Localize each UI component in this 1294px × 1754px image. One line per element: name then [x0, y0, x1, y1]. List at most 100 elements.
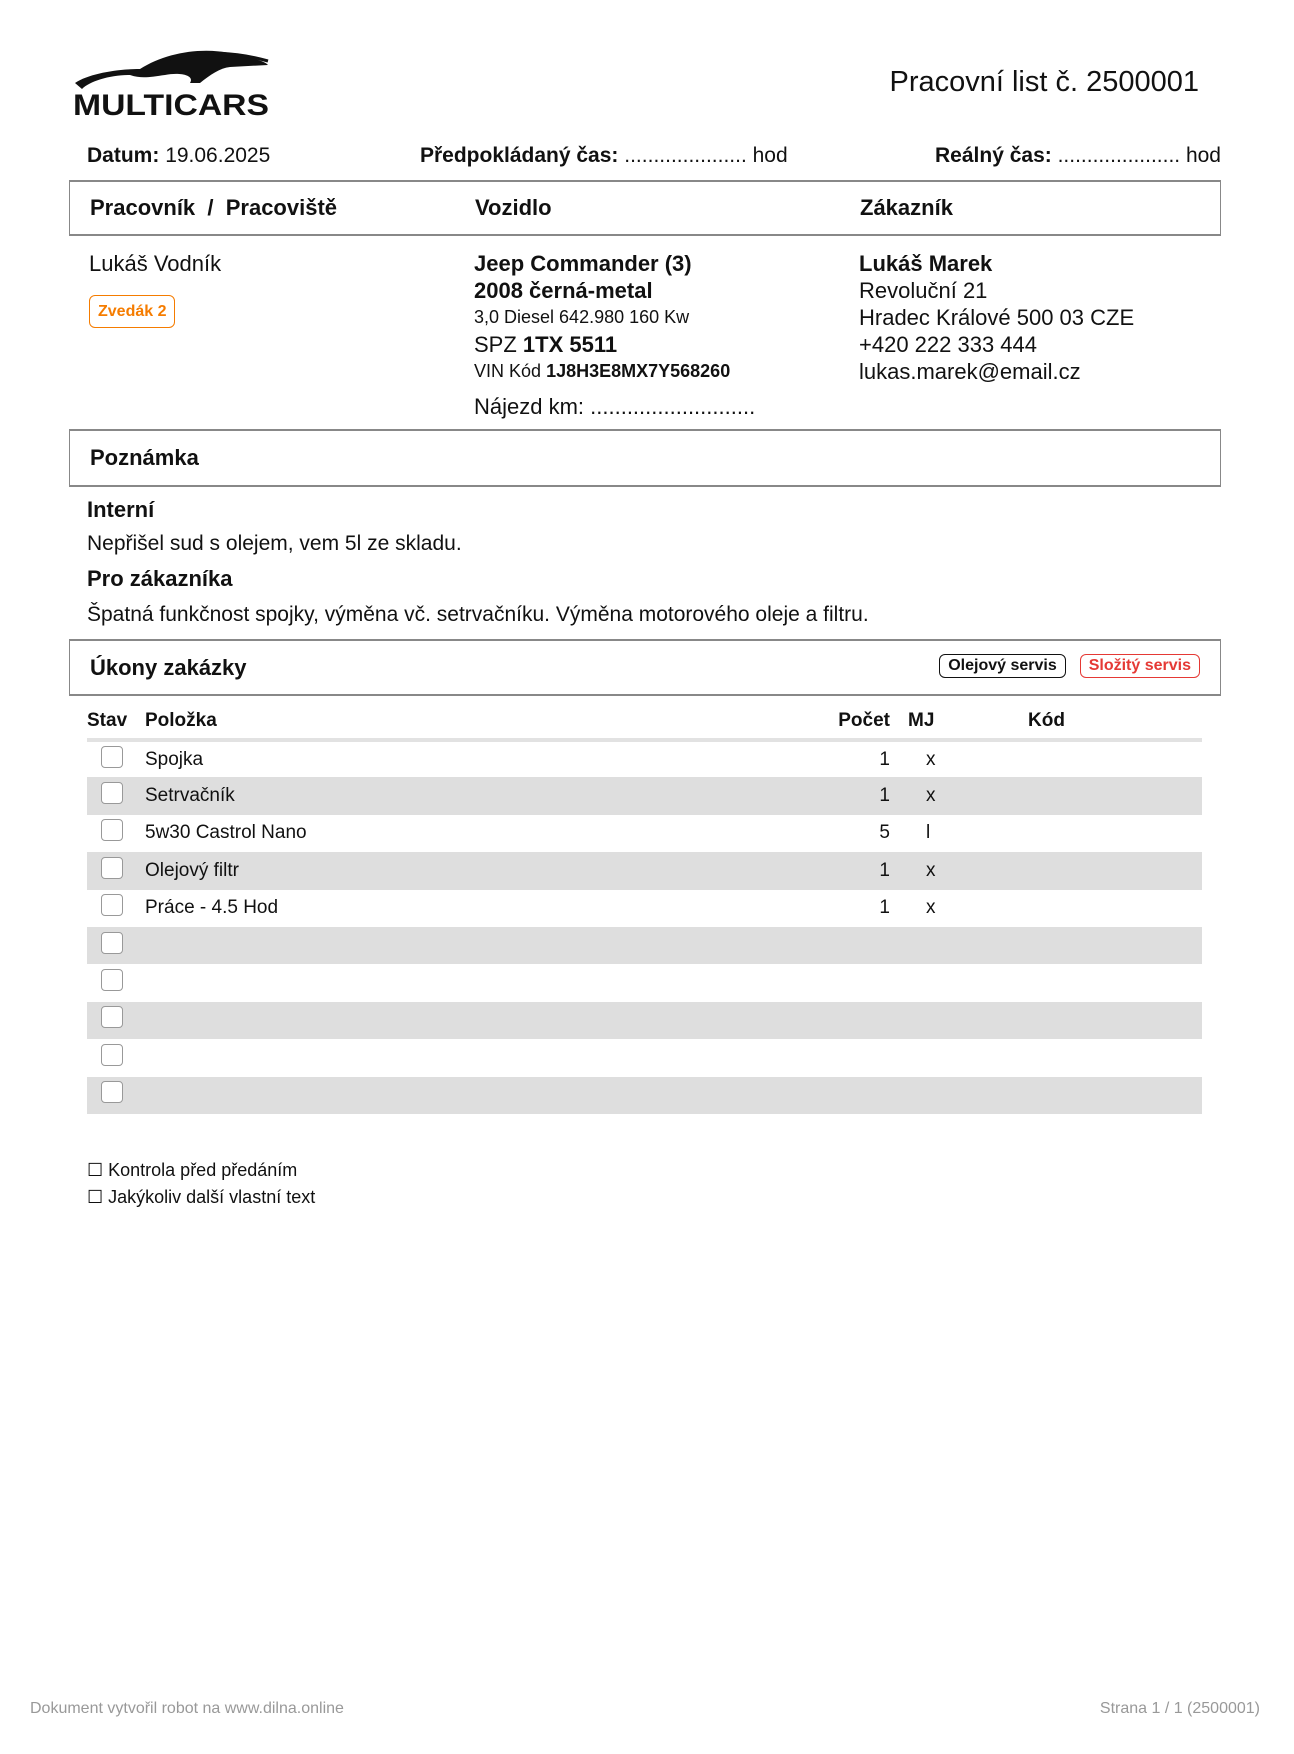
status-checkbox[interactable]: [101, 931, 123, 954]
item-code: [952, 777, 1202, 815]
status-checkbox[interactable]: [101, 969, 123, 992]
svg-text:MULTICARS: MULTICARS: [73, 89, 269, 117]
item-unit: x: [926, 897, 936, 919]
table-row: [87, 1001, 1202, 1040]
item-code: [952, 815, 1202, 852]
customer-column: Lukáš Marek Revoluční 21 Hradec Králové …: [859, 250, 1134, 385]
customer-note: Špatná funkčnost spojky, výměna vč. setr…: [87, 603, 869, 626]
item-qty: 1: [836, 777, 896, 815]
table-row: Olejový filtr 1 x: [87, 852, 1202, 890]
tasks-heading: Úkony zakázky: [90, 654, 247, 680]
vin-value: 1J8H3E8MX7Y568260: [546, 361, 731, 381]
item-code: [952, 1039, 1202, 1076]
item-name: Setrvačník: [145, 777, 836, 815]
table-row: Práce - 4.5 Hod 1 x: [87, 890, 1202, 927]
item-name: Olejový filtr: [145, 852, 836, 890]
worker-heading: Pracovník / Pracoviště: [90, 195, 338, 220]
status-checkbox[interactable]: [101, 819, 123, 842]
item-code: [952, 1001, 1202, 1040]
date-field: Datum: 19.06.2025: [87, 144, 270, 168]
customer-name: Lukáš Marek: [859, 251, 993, 276]
vehicle-column: Jeep Commander (3) 2008 černá-metal 3,0 …: [474, 250, 755, 420]
item-unit: [896, 964, 952, 1001]
tasks-header: Úkony zakázky Olejový servis Složitý ser…: [69, 639, 1221, 696]
internal-note: Nepřišel sud s olejem, vem 5l ze skladu.: [87, 532, 462, 555]
item-unit: x: [896, 777, 952, 815]
status-checkbox[interactable]: [101, 1081, 123, 1104]
date-value: 19.06.2025: [165, 144, 271, 167]
worker-name: Lukáš Vodník: [89, 251, 222, 276]
col-qty: Počet: [836, 704, 896, 742]
item-code: [952, 852, 1202, 890]
item-name: Spojka: [145, 748, 204, 770]
item-name: [145, 926, 836, 965]
item-qty: 1: [836, 852, 896, 890]
real-time-value: ..................... hod: [1057, 144, 1221, 167]
item-qty: 1: [879, 748, 890, 770]
vin-label: VIN Kód: [474, 361, 542, 381]
item-code: [952, 1076, 1202, 1114]
item-code: [952, 926, 1202, 965]
item-unit: l: [926, 822, 931, 844]
item-unit: [896, 1001, 952, 1040]
worker-column: Lukáš Vodník Zvedák 2: [89, 250, 221, 328]
vehicle-engine: 3,0 Diesel 642.980 160 Kw: [474, 307, 690, 327]
expected-time-field: Předpokládaný čas: .....................…: [420, 144, 788, 168]
item-name: Práce - 4.5 Hod: [145, 897, 279, 919]
item-qty: [836, 964, 896, 1001]
status-checkbox[interactable]: [101, 894, 123, 917]
customer-email: lukas.marek@email.cz: [859, 359, 1081, 384]
tag-complex-service: Složitý servis: [1079, 654, 1200, 678]
checklist-item[interactable]: ☐ Kontrola před předáním: [87, 1160, 298, 1180]
real-time-label: Reálný čas:: [935, 144, 1052, 167]
note-heading: Poznámka: [90, 445, 199, 470]
status-checkbox[interactable]: [101, 856, 123, 879]
item-qty: 5: [879, 822, 890, 844]
expected-time-label: Předpokládaný čas:: [420, 144, 619, 167]
table-row: Setrvačník 1 x: [87, 777, 1202, 815]
status-checkbox[interactable]: [101, 1043, 123, 1066]
customer-street: Revoluční 21: [859, 278, 988, 303]
note-header: Poznámka: [69, 429, 1221, 487]
item-code: [952, 740, 1202, 777]
status-checkbox[interactable]: [101, 1006, 123, 1029]
item-name: 5w30 Castrol Nano: [145, 822, 307, 844]
status-checkbox[interactable]: [101, 745, 123, 768]
real-time-field: Reálný čas: ..................... hod: [935, 144, 1221, 168]
customer-city: Hradec Králové 500 03 CZE: [859, 305, 1135, 330]
tag-oil-service: Olejový servis: [939, 654, 1066, 678]
internal-note-label: Interní: [87, 497, 155, 522]
table-row: [87, 964, 1202, 1001]
item-qty: [836, 1001, 896, 1040]
table-row: 5w30 Castrol Nano 5 l: [87, 815, 1202, 852]
item-name: [145, 1001, 836, 1040]
vehicle-year-color: 2008 černá-metal: [474, 278, 653, 303]
item-unit: x: [896, 852, 952, 890]
mileage-field: Nájezd km: ...........................: [474, 394, 756, 419]
item-qty: [836, 1076, 896, 1114]
date-label: Datum:: [87, 144, 160, 167]
item-name: [145, 964, 836, 1001]
spz-value: 1TX 5511: [522, 332, 618, 357]
item-unit: [896, 1039, 952, 1076]
item-unit: [896, 926, 952, 965]
table-row: [87, 1039, 1202, 1076]
expected-time-value: ..................... hod: [624, 144, 788, 167]
logo: MULTICARS: [70, 45, 272, 122]
item-qty: 1: [879, 897, 890, 919]
table-row: [87, 1076, 1202, 1114]
item-qty: [836, 1039, 896, 1076]
document-title: Pracovní list č. 2500001: [889, 66, 1199, 98]
col-status: Stav: [87, 704, 145, 742]
item-unit: [896, 1076, 952, 1114]
item-name: [145, 1076, 836, 1114]
col-unit: MJ: [896, 704, 952, 742]
customer-note-label: Pro zákazníka: [87, 566, 233, 591]
item-name: [145, 1039, 836, 1076]
parties-header: Pracovník / Pracoviště Vozidlo Zákazník: [69, 180, 1221, 236]
vehicle-heading: Vozidlo: [475, 195, 552, 220]
customer-heading: Zákazník: [860, 195, 953, 220]
footer-left: Dokument vytvořil robot na www.dilna.onl…: [30, 1700, 344, 1717]
status-checkbox[interactable]: [101, 782, 123, 805]
checklist-item[interactable]: ☐ Jakýkoliv další vlastní text: [87, 1187, 316, 1207]
